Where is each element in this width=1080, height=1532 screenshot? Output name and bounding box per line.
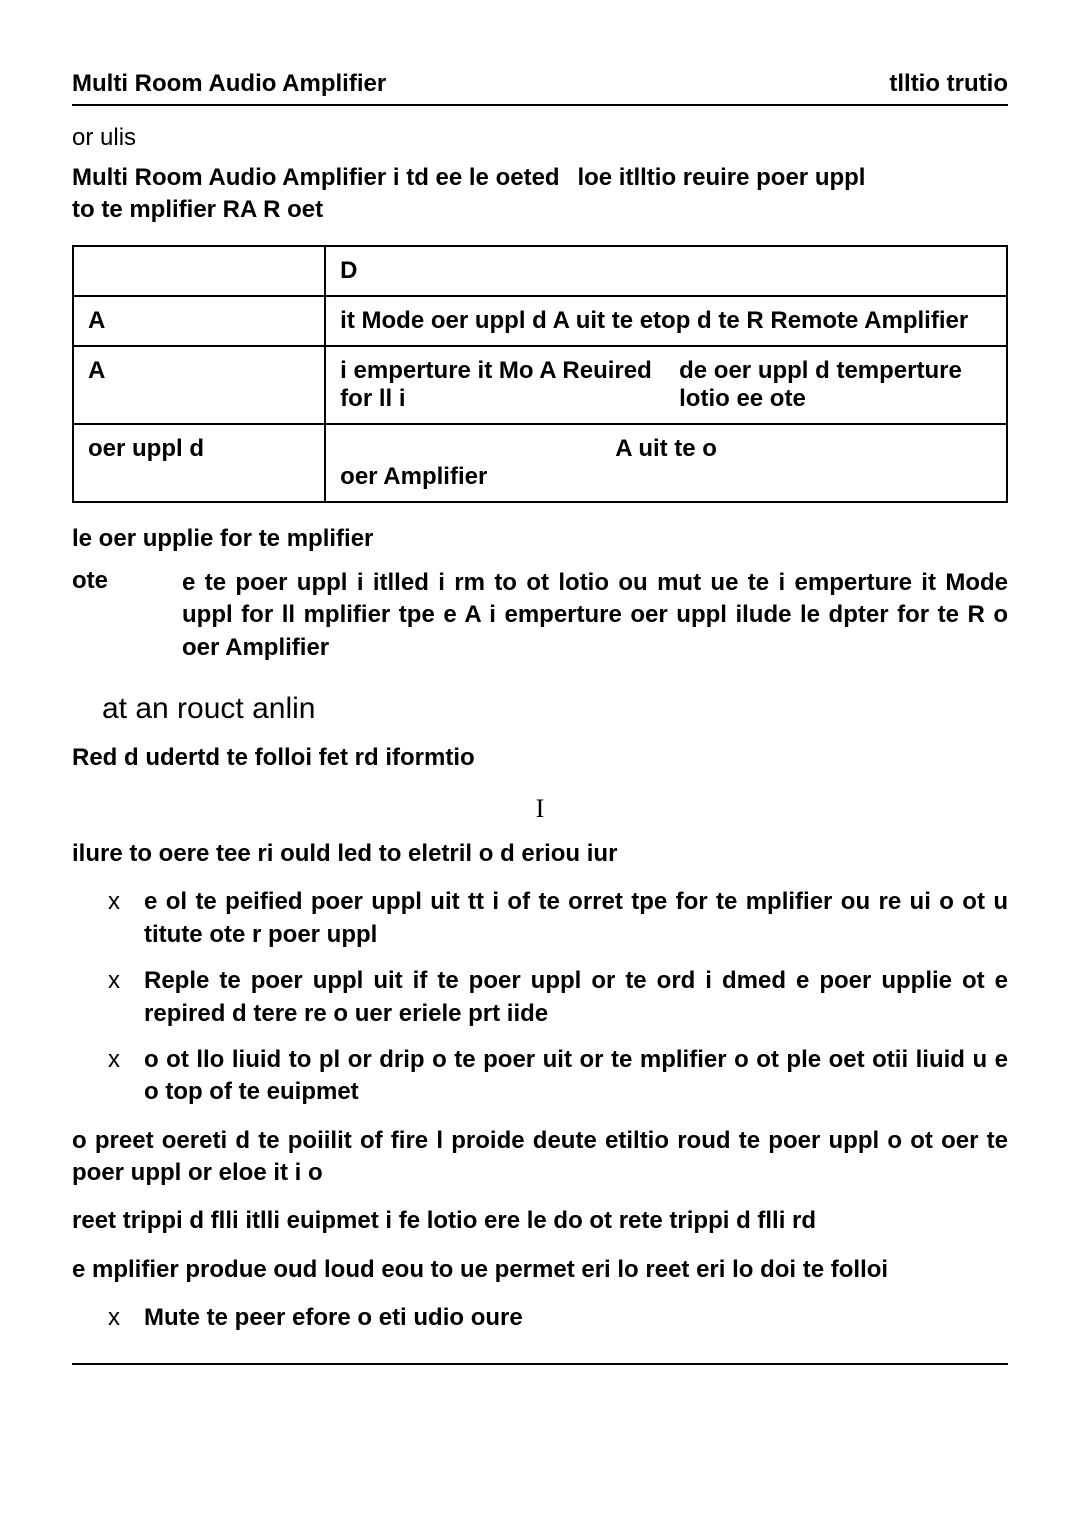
note-block: ote e te poer uppl i itlled i rm to ot l…: [72, 567, 1008, 664]
table-cell-r3c2: oer Amplifier A uit te o: [325, 424, 1007, 502]
table-cell-r2c2-right: de oer uppl d temperture lotio ee ote: [679, 357, 992, 413]
subhead: Red d udertd te folloi fet rd iformtio: [72, 744, 1008, 772]
bullet-list-2: Mute te peer efore o eti udio oure: [72, 1302, 1008, 1334]
footer-rule: [72, 1363, 1008, 1365]
table-cell-r3c1: oer uppl d: [73, 424, 325, 502]
header-left: Multi Room Audio Amplifier: [72, 70, 386, 98]
list-item: Reple te poer uppl uit if te poer uppl o…: [108, 965, 1008, 1030]
note-label: ote: [72, 567, 182, 664]
table-header-empty: [73, 246, 325, 296]
header-right: tlltio trutio: [889, 70, 1008, 98]
intro-line2-left: Multi Room Audio Amplifier i td ee le oe…: [72, 162, 577, 227]
table-header-d: D: [325, 246, 1007, 296]
table-cell-r2c1: A: [73, 346, 325, 424]
list-item: e ol te peified poer uppl uit tt i of te…: [108, 886, 1008, 951]
table-row: oer uppl d oer Amplifier A uit te o: [73, 424, 1007, 502]
table-cell-r3c2-left: oer Amplifier: [340, 463, 992, 491]
table-cell-r2c2: i emperture it Mo A Reuired for ll i de …: [325, 346, 1007, 424]
paragraph: e mplifier produe oud loud eou to ue per…: [72, 1254, 1008, 1286]
paragraph: reet trippi d flli itlli euipmet i fe lo…: [72, 1205, 1008, 1237]
section-title: at an rouct anlin: [102, 692, 1008, 726]
table-cell-r3c2-right: A uit te o: [340, 435, 992, 463]
table-header-row: D: [73, 246, 1007, 296]
warning-lead: ilure to oere tee ri ould led to eletril…: [72, 838, 1008, 870]
bullet-list-1: e ol te peified poer uppl uit tt i of te…: [72, 886, 1008, 1108]
list-item: o ot llo liuid to pl or drip o te poer u…: [108, 1044, 1008, 1109]
warning-centered: I: [72, 794, 1008, 824]
table-row: A i emperture it Mo A Reuired for ll i d…: [73, 346, 1007, 424]
intro-line2: Multi Room Audio Amplifier i td ee le oe…: [72, 162, 1008, 227]
spec-table: D A it Mode oer uppl d A uit te etop d t…: [72, 245, 1008, 503]
intro-line1: or ulis: [72, 124, 1008, 152]
table-row: A it Mode oer uppl d A uit te etop d te …: [73, 296, 1007, 346]
table-cell-r1c1: A: [73, 296, 325, 346]
table-cell-r2c2-left: i emperture it Mo A Reuired for ll i: [340, 357, 653, 413]
note-body: e te poer uppl i itlled i rm to ot lotio…: [182, 567, 1008, 664]
header-rule: [72, 104, 1008, 106]
table-cell-r1c2: it Mode oer uppl d A uit te etop d te R …: [325, 296, 1007, 346]
paragraph: o preet oereti d te poiilit of fire l pr…: [72, 1125, 1008, 1190]
table-caption: le oer upplie for te mplifier: [72, 525, 1008, 553]
intro-line2-right: loe itlltio reuire poer uppl: [577, 162, 1008, 227]
list-item: Mute te peer efore o eti udio oure: [108, 1302, 1008, 1334]
